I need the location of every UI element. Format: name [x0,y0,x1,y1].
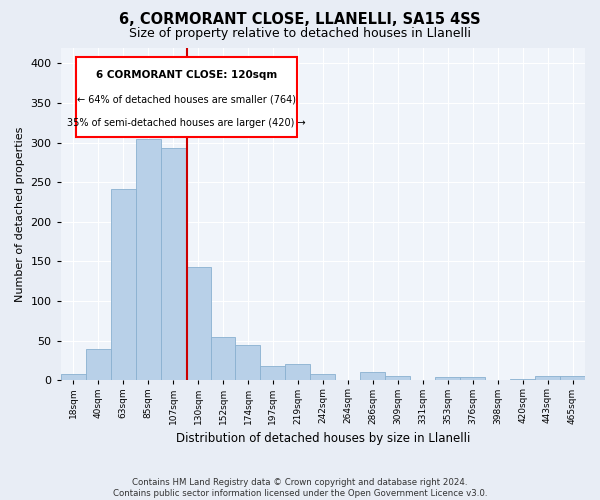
Bar [136,138,161,380]
Bar [286,364,310,380]
Bar [61,374,86,380]
Text: ← 64% of detached houses are smaller (764): ← 64% of detached houses are smaller (76… [77,94,296,104]
Bar [385,376,410,380]
Bar [310,374,335,380]
Bar [260,366,286,380]
Bar [460,377,485,380]
X-axis label: Distribution of detached houses by size in Llanelli: Distribution of detached houses by size … [176,432,470,445]
Bar [560,376,585,380]
Bar [510,379,535,380]
Text: Size of property relative to detached houses in Llanelli: Size of property relative to detached ho… [129,28,471,40]
Bar [361,372,385,380]
Bar [161,148,185,380]
Text: 6, CORMORANT CLOSE, LLANELLI, SA15 4SS: 6, CORMORANT CLOSE, LLANELLI, SA15 4SS [119,12,481,28]
FancyBboxPatch shape [76,58,296,138]
Text: 6 CORMORANT CLOSE: 120sqm: 6 CORMORANT CLOSE: 120sqm [96,70,277,80]
Bar [110,190,136,380]
Bar [86,350,110,380]
Y-axis label: Number of detached properties: Number of detached properties [15,126,25,302]
Bar [435,377,460,380]
Text: 35% of semi-detached houses are larger (420) →: 35% of semi-detached houses are larger (… [67,118,306,128]
Bar [211,337,235,380]
Text: Contains HM Land Registry data © Crown copyright and database right 2024.
Contai: Contains HM Land Registry data © Crown c… [113,478,487,498]
Bar [185,267,211,380]
Bar [535,376,560,380]
Bar [235,344,260,380]
